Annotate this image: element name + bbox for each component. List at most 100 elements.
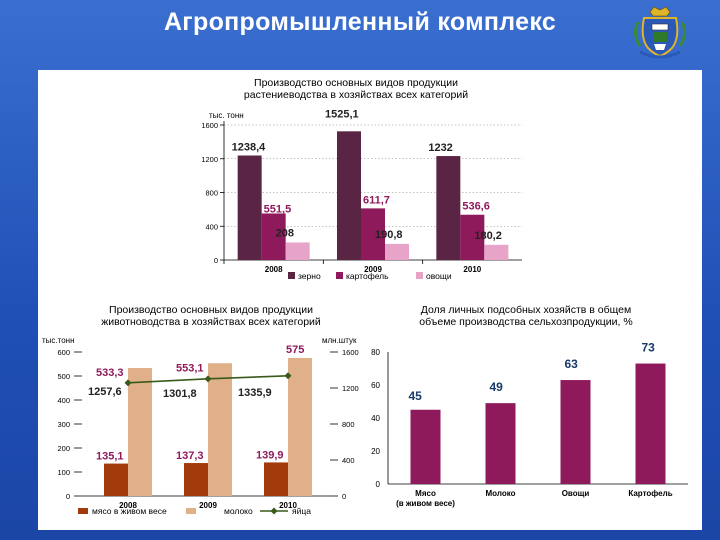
chart3-title-line1: Доля личных подсобных хозяйств в общем (421, 304, 631, 316)
chart2-line-point (204, 375, 212, 383)
chart2-legend-label: яйца (292, 506, 311, 516)
chart2-legend-swatch (186, 508, 196, 514)
chart2-line-point (124, 379, 132, 387)
chart1-ytick-label: 1600 (201, 121, 218, 130)
chart3-category-label: (в живом весе) (396, 499, 455, 508)
chart2-bar (264, 462, 288, 496)
chart3-category-label: Мясо (415, 489, 436, 498)
chart2-bar (184, 463, 208, 496)
chart2-value-label: 533,3 (96, 367, 124, 379)
coat-of-arms-icon (633, 6, 687, 59)
chart2-value-label: 575 (286, 344, 304, 356)
chart1-bar (285, 242, 310, 260)
chart2-bar (128, 368, 152, 496)
chart2-bar (104, 463, 128, 496)
chart1-bar (237, 155, 262, 260)
chart3-ytick-label: 40 (371, 414, 380, 423)
chart1-category-label: 2009 (364, 265, 382, 274)
chart2-legend-swatch (78, 508, 88, 514)
chart2-unit-left: тыс.тонн (42, 336, 75, 345)
chart1-value-label: 611,7 (363, 194, 390, 206)
chart3-ytick-label: 20 (371, 447, 380, 456)
chart1-bar (484, 244, 509, 260)
chart2-line-point (284, 372, 292, 380)
chart2-ytick-label-left: 500 (57, 372, 70, 381)
chart2-ytick-label-left: 600 (57, 348, 70, 357)
chart2-line-label: 1257,6 (88, 386, 122, 398)
household-share-chart: Доля личных подсобных хозяйств в общем о… (371, 304, 688, 508)
chart1-legend-swatch (288, 272, 295, 279)
chart2-ytick-label-right: 800 (342, 420, 355, 429)
chart1-ytick-label: 0 (214, 256, 218, 265)
chart2-line-label: 1301,8 (163, 388, 197, 400)
chart1-legend-label: овощи (426, 271, 452, 281)
crop-production-chart: Производство основных видов продукции ра… (201, 77, 522, 281)
chart3-bar (410, 409, 441, 484)
chart2-category-label: 2009 (199, 501, 217, 510)
chart2-ytick-label-left: 400 (57, 396, 70, 405)
content-panel: Производство основных видов продукции ра… (38, 70, 702, 530)
chart2-bar (288, 358, 312, 496)
chart1-value-label: 1525,1 (325, 108, 359, 120)
chart1-value-label: 1232 (428, 142, 452, 154)
chart1-value-label: 551,5 (264, 203, 292, 215)
chart2-legend-marker (270, 507, 278, 515)
chart1-value-label: 536,6 (462, 201, 490, 213)
chart1-legend-label: зерно (298, 271, 321, 281)
chart2-legend-label: молоко (224, 506, 253, 516)
chart1-bar (361, 208, 385, 260)
chart2-ytick-label-left: 200 (57, 444, 70, 453)
chart3-value-label: 45 (409, 389, 423, 403)
chart2-ytick-label-right: 400 (342, 456, 355, 465)
chart1-legend-swatch (416, 272, 423, 279)
chart2-value-label: 553,1 (176, 362, 204, 374)
chart2-value-label: 135,1 (96, 451, 124, 463)
chart1-category-label: 2008 (265, 265, 283, 274)
chart1-title-line2: растениеводства в хозяйствах всех катего… (244, 89, 468, 101)
chart3-ytick-label: 80 (371, 348, 380, 357)
chart3-value-label: 63 (565, 357, 579, 371)
page-title: Агропромышленный комплекс (163, 8, 557, 36)
chart2-title-line1: Производство основных видов продукции (109, 304, 313, 316)
chart1-bar (460, 214, 485, 260)
chart3-ytick-label: 0 (376, 480, 381, 489)
chart1-ytick-label: 800 (205, 189, 218, 198)
chart2-ytick-label-left: 100 (57, 468, 70, 477)
chart1-value-label: 1238,4 (232, 142, 267, 154)
chart2-value-label: 137,3 (176, 450, 204, 462)
chart1-legend-label: картофель (346, 271, 389, 281)
chart1-unit: тыс. тонн (209, 111, 244, 120)
chart3-bar (560, 380, 591, 484)
chart3-value-label: 49 (490, 380, 504, 394)
chart3-category-label: Картофель (628, 489, 672, 498)
chart2-ytick-label-left: 0 (66, 492, 70, 501)
chart1-value-label: 190,8 (375, 229, 403, 241)
chart2-unit-right: млн.штук (322, 336, 357, 345)
chart3-bar (485, 403, 516, 484)
chart1-bar (436, 156, 461, 260)
chart3-value-label: 73 (642, 341, 656, 355)
chart2-ytick-label-right: 1600 (342, 348, 359, 357)
chart2-value-label: 139,9 (256, 449, 284, 461)
livestock-production-chart: Производство основных видов продукции жи… (42, 304, 359, 516)
chart2-ytick-label-left: 300 (57, 420, 70, 429)
chart1-legend-swatch (336, 272, 343, 279)
chart3-title-line2: объеме производства сельхозпродукции, % (419, 316, 632, 328)
chart3-ytick-label: 60 (371, 381, 380, 390)
chart2-title-line2: животноводства в хозяйствах всех категор… (101, 316, 321, 328)
chart1-value-label: 208 (276, 227, 294, 239)
chart3-bar (635, 363, 666, 484)
chart2-legend-label: мясо в живом весе (92, 506, 167, 516)
chart3-category-label: Молоко (486, 489, 516, 498)
chart1-ytick-label: 400 (205, 222, 218, 231)
chart1-title-line1: Производство основных видов продукции (254, 77, 458, 89)
chart1-category-label: 2010 (463, 265, 481, 274)
chart2-ytick-label-right: 1200 (342, 384, 359, 393)
chart3-category-label: Овощи (562, 489, 590, 498)
chart2-bar (208, 363, 232, 496)
chart1-bar (385, 243, 409, 260)
chart1-bar (337, 131, 361, 260)
chart2-line-label: 1335,9 (238, 387, 272, 399)
chart2-category-label: 2008 (119, 501, 137, 510)
chart1-ytick-label: 1200 (201, 155, 218, 164)
